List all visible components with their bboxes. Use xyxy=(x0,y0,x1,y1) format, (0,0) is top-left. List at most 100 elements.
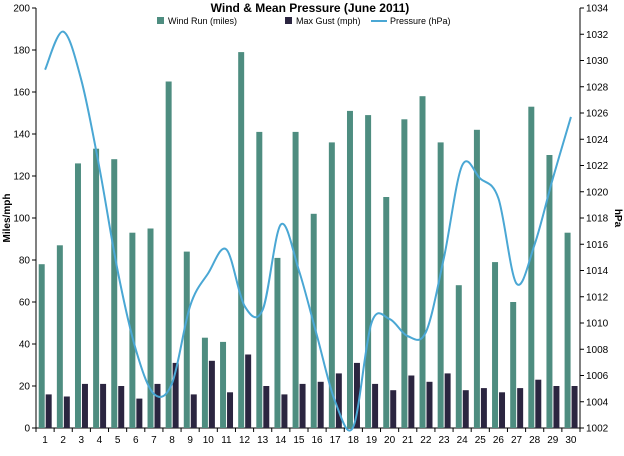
wind-run-bar xyxy=(147,228,154,428)
x-tick-label: 4 xyxy=(97,435,103,446)
y2-tick-label: 1028 xyxy=(586,82,609,93)
x-tick-label: 28 xyxy=(529,435,541,446)
y2-tick-label: 1030 xyxy=(586,56,609,67)
wind-run-bar xyxy=(401,119,408,429)
max-gust-bar xyxy=(299,383,306,428)
y-tick-label: 40 xyxy=(19,340,31,351)
y-tick-label: 180 xyxy=(13,46,30,57)
wind-run-bar xyxy=(510,302,517,428)
y-tick-label: 60 xyxy=(19,298,31,309)
wind-run-bar xyxy=(111,159,118,428)
y2-tick-label: 1026 xyxy=(586,109,609,120)
x-tick-label: 16 xyxy=(312,435,324,446)
wind-run-bar xyxy=(38,264,45,428)
max-gust-bar xyxy=(263,386,270,428)
x-tick-label: 5 xyxy=(115,435,121,446)
max-gust-bar xyxy=(245,354,252,428)
wind-run-bar xyxy=(74,163,81,428)
wind-run-bar xyxy=(437,142,444,428)
max-gust-bar xyxy=(227,392,234,428)
x-tick-label: 26 xyxy=(493,435,505,446)
x-tick-label: 6 xyxy=(133,435,139,446)
legend-label: Wind Run (miles) xyxy=(168,16,237,26)
max-gust-bar xyxy=(372,383,379,428)
x-tick-label: 23 xyxy=(438,435,450,446)
wind-run-bar xyxy=(546,155,553,428)
plot-area: 0204060801001201401601802001002100410061… xyxy=(13,4,608,447)
max-gust-bar xyxy=(208,360,215,428)
y-tick-label: 160 xyxy=(13,88,30,99)
y2-tick-label: 1032 xyxy=(586,30,609,41)
wind-run-bar xyxy=(129,232,136,428)
max-gust-bar xyxy=(100,383,107,428)
max-gust-bar xyxy=(281,394,288,428)
x-tick-label: 27 xyxy=(511,435,523,446)
y-tick-label: 0 xyxy=(24,424,30,435)
y2-tick-label: 1002 xyxy=(586,424,609,435)
wind-run-bar xyxy=(56,245,63,428)
legend-label: Max Gust (mph) xyxy=(296,16,361,26)
x-tick-label: 1 xyxy=(42,435,48,446)
wind-run-bar xyxy=(365,115,372,428)
max-gust-bar xyxy=(154,383,161,428)
max-gust-bar xyxy=(408,375,415,428)
max-gust-bar xyxy=(571,386,578,428)
x-tick-label: 12 xyxy=(239,435,251,446)
max-gust-bar xyxy=(136,398,143,428)
y2-axis-title: hPa xyxy=(612,209,623,228)
y2-tick-label: 1020 xyxy=(586,187,609,198)
y-tick-label: 80 xyxy=(19,256,31,267)
wind-run-bar xyxy=(274,257,281,428)
wind-run-bar xyxy=(183,251,190,428)
y2-tick-label: 1034 xyxy=(586,4,609,15)
y-tick-label: 200 xyxy=(13,4,30,15)
wind-run-bar xyxy=(564,232,571,428)
x-tick-label: 2 xyxy=(60,435,66,446)
x-tick-label: 30 xyxy=(565,435,577,446)
max-gust-bar xyxy=(190,394,197,428)
x-tick-label: 24 xyxy=(457,435,469,446)
y2-tick-label: 1022 xyxy=(586,161,609,172)
legend-label: Pressure (hPa) xyxy=(390,16,451,26)
max-gust-bar xyxy=(426,381,433,428)
max-gust-bar xyxy=(63,396,70,428)
max-gust-bar xyxy=(317,381,324,428)
x-tick-label: 3 xyxy=(79,435,85,446)
wind-run-bar xyxy=(473,129,480,429)
max-gust-bar xyxy=(81,383,88,428)
x-tick-label: 19 xyxy=(366,435,378,446)
max-gust-bar xyxy=(553,386,560,428)
wind-run-bar xyxy=(455,285,462,428)
x-tick-label: 29 xyxy=(547,435,559,446)
legend-swatch xyxy=(157,17,164,24)
wind-run-bar xyxy=(419,96,426,428)
wind-run-bar xyxy=(492,262,499,428)
pressure-line xyxy=(44,30,572,432)
y2-tick-label: 1014 xyxy=(586,266,609,277)
max-gust-bar xyxy=(517,388,524,428)
y-axis-title: Miles/mph xyxy=(2,194,13,243)
x-tick-label: 21 xyxy=(402,435,414,446)
y-tick-label: 20 xyxy=(19,382,31,393)
y2-tick-label: 1024 xyxy=(586,135,609,146)
x-tick-label: 7 xyxy=(151,435,157,446)
x-tick-label: 17 xyxy=(330,435,342,446)
wind-run-bar xyxy=(201,337,208,428)
x-tick-label: 20 xyxy=(384,435,396,446)
y2-tick-label: 1018 xyxy=(586,214,609,225)
y-tick-label: 140 xyxy=(13,130,30,141)
legend-swatch xyxy=(285,17,292,24)
y2-tick-label: 1012 xyxy=(586,292,609,303)
wind-run-bar xyxy=(346,110,353,429)
y2-tick-label: 1016 xyxy=(586,240,609,251)
max-gust-bar xyxy=(444,373,451,428)
y2-tick-label: 1010 xyxy=(586,319,609,330)
wind-run-bar xyxy=(93,148,100,428)
max-gust-bar xyxy=(499,392,506,428)
wind-run-bar xyxy=(238,52,245,428)
y2-tick-label: 1008 xyxy=(586,345,609,356)
y-tick-label: 120 xyxy=(13,172,30,183)
max-gust-bar xyxy=(535,379,542,428)
chart-title: Wind & Mean Pressure (June 2011) xyxy=(211,1,410,15)
